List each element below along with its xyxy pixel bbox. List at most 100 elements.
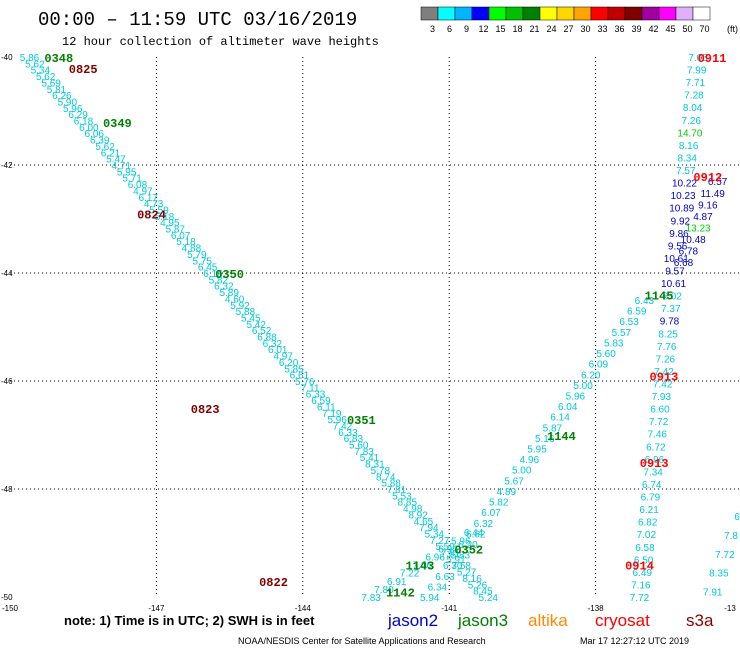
- wave-height-value: 6.79: [641, 493, 661, 504]
- wave-height-value: 6.72: [646, 442, 666, 453]
- track-0911-0914: 7.057.997.717.288.047.2614.708.168.347.5…: [630, 53, 708, 604]
- wave-height-value: 8.34: [677, 153, 697, 164]
- pass-time-label: 0825: [69, 63, 98, 77]
- wave-height-value: 5.47: [106, 155, 126, 166]
- wave-height-value: 6: [734, 512, 740, 523]
- wave-height-value: 7.42: [333, 421, 353, 432]
- wave-height-value: 7.83: [354, 447, 374, 458]
- wave-height-value: 6.58: [635, 543, 655, 554]
- wave-height-value: 6.21: [639, 505, 659, 516]
- wave-height-value: 6.29: [68, 110, 88, 121]
- wave-height-value: 6.49: [633, 568, 653, 579]
- wave-height-value: 6.61: [290, 371, 310, 382]
- colorbar-swatch: [675, 6, 694, 21]
- wave-height-value: 6.17: [139, 193, 159, 204]
- wave-height-value: 7.42: [653, 380, 673, 391]
- colorbar-swatch: [641, 6, 660, 21]
- wave-height-value: 5.53: [392, 491, 412, 502]
- colorbar-tick-label: 18: [512, 24, 522, 34]
- wave-height-value: 6.07: [171, 231, 191, 242]
- x-tick-labels: -150 -147 -144 -141 -138 -13: [2, 604, 736, 613]
- wave-height-value: 6.20: [581, 370, 601, 381]
- x-tick-label: -147: [148, 604, 165, 613]
- wave-height-value: 5.96: [566, 391, 586, 402]
- track-0352-0911: 5.946.346.636.305.836.206.626.326.075.82…: [420, 296, 655, 604]
- wave-height-value: 10.22: [672, 179, 697, 190]
- wave-height-value: 8.92: [408, 510, 428, 521]
- wave-height-value: 7.93: [652, 392, 672, 403]
- wave-height-value: 5.95: [117, 167, 137, 178]
- track-0348-0352: 5.865.625.345.625.695.816.265.905.966.29…: [20, 53, 499, 604]
- wave-height-value: 5.27: [457, 568, 477, 579]
- wave-height-value: 6.21: [101, 148, 121, 159]
- wave-height-value: 5.96: [327, 415, 347, 426]
- wave-height-value: 5.87: [165, 225, 185, 236]
- wave-height-value: 5.00: [512, 466, 532, 477]
- pass-time-label: 0913: [640, 457, 669, 471]
- legend-altika: altika: [528, 611, 568, 630]
- pass-time-label: 0352: [454, 543, 483, 557]
- wave-height-value: 5.16: [535, 434, 555, 445]
- wave-height-value: 6.08: [128, 180, 148, 191]
- colorbar-swatch: [573, 6, 592, 21]
- wave-height-value: 7.80: [374, 585, 394, 596]
- wave-height-value: 7.05: [688, 53, 708, 64]
- colorbar-tick-label: 12: [478, 24, 488, 34]
- wave-height-value: 10.23: [671, 191, 696, 202]
- colorbar-swatch: [471, 6, 490, 21]
- wave-height-value: 5.82: [489, 498, 509, 509]
- wave-height-value: 6.33: [306, 390, 326, 401]
- wave-height-value: 5.78: [371, 466, 391, 477]
- colorbar-unit-label: (ft): [727, 24, 738, 34]
- wave-height-value: 5.75: [192, 256, 212, 267]
- wave-height-value: 5.90: [58, 97, 78, 108]
- wave-height-value: 7.83: [361, 593, 381, 604]
- wave-height-value: 5.67: [504, 476, 524, 487]
- wave-height-value: 6.14: [550, 413, 570, 424]
- wave-height-value: 14.70: [677, 128, 702, 139]
- wave-height-value: 7.81: [441, 549, 461, 560]
- wave-height-value: 6.62: [466, 529, 486, 540]
- wave-height-value: 6.57: [708, 177, 728, 188]
- colorbar-swatch: [658, 6, 677, 21]
- wave-height-value: 4.60: [225, 294, 245, 305]
- pass-time-label: 0912: [693, 171, 722, 185]
- colorbar-swatch: [556, 6, 575, 21]
- colorbar-swatch: [420, 6, 439, 21]
- wave-height-value: 6.32: [214, 282, 234, 293]
- chart-subtitle: 12 hour collection of altimeter wave hei…: [62, 35, 379, 49]
- wave-height-value: 5.92: [230, 301, 250, 312]
- wave-height-value: 5.82: [209, 275, 229, 286]
- wave-height-value: 9.57: [665, 266, 685, 277]
- wave-height-value: 5.83: [604, 338, 624, 349]
- wave-height-value: 7.02: [637, 530, 657, 541]
- wave-height-value: 5.87: [543, 423, 563, 434]
- plot-frame: [10, 57, 740, 599]
- wave-height-value: 6.91: [387, 577, 407, 588]
- wave-height-value: 5.76: [295, 377, 315, 388]
- colorbar-tick-label: 30: [580, 24, 590, 34]
- pass-time-label: 0348: [44, 52, 73, 66]
- wave-height-value: 6.60: [650, 405, 670, 416]
- y-tick-label: -42: [1, 161, 13, 170]
- x-tick-label: -141: [441, 604, 458, 613]
- colorbar-tick-label: 24: [546, 24, 556, 34]
- y-tick-label: -48: [1, 485, 13, 494]
- pass-time-label: 0911: [698, 52, 727, 66]
- wave-height-value: 8.85: [398, 498, 418, 509]
- satellite-legend: jason2 jason3 altika cryosat s3a: [387, 611, 714, 630]
- wave-height-value: 7.06: [413, 561, 433, 572]
- wave-height-value: 5.45: [241, 313, 261, 324]
- wave-height-value: 6.20: [279, 358, 299, 369]
- wave-height-value: 7.27: [430, 536, 450, 547]
- wave-height-value: 4.97: [133, 186, 153, 197]
- wave-height-value: 5.62: [95, 142, 115, 153]
- wave-height-value: 6.68: [674, 258, 694, 269]
- wave-height-value: 7.8: [724, 531, 738, 542]
- wave-height-value: 5.71: [122, 174, 142, 185]
- colorbar-tick-label: 15: [495, 24, 505, 34]
- wave-height-value: 7.72: [649, 417, 669, 428]
- wave-height-value: 5.24: [479, 593, 499, 604]
